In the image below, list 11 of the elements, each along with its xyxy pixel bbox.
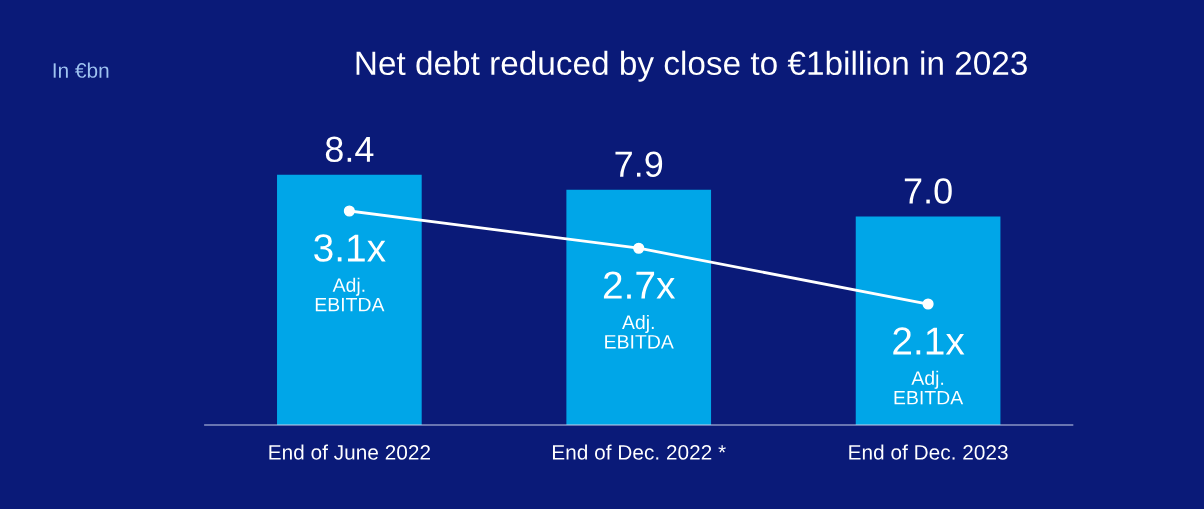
data-label: 8.4 — [325, 136, 374, 163]
text: In €bn — [53, 62, 109, 78]
x-tick-label: End of June 2022 — [269, 444, 430, 460]
data-label: 7.0 — [904, 178, 952, 204]
data-label: 2.7x Adj. EBITDA — [603, 271, 676, 349]
data-label: 2.1x Adj. EBITDA — [893, 327, 965, 405]
data-label: 3.1x Adj. EBITDA — [314, 234, 386, 312]
data-label: 7.9 — [615, 151, 663, 177]
x-tick-label: End of Dec. 2023 — [849, 444, 1008, 460]
chart-title: Net debt reduced by close to €1billion in 2023 — [356, 50, 1027, 82]
x-tick-label: End of Dec. 2022 * — [552, 444, 726, 460]
